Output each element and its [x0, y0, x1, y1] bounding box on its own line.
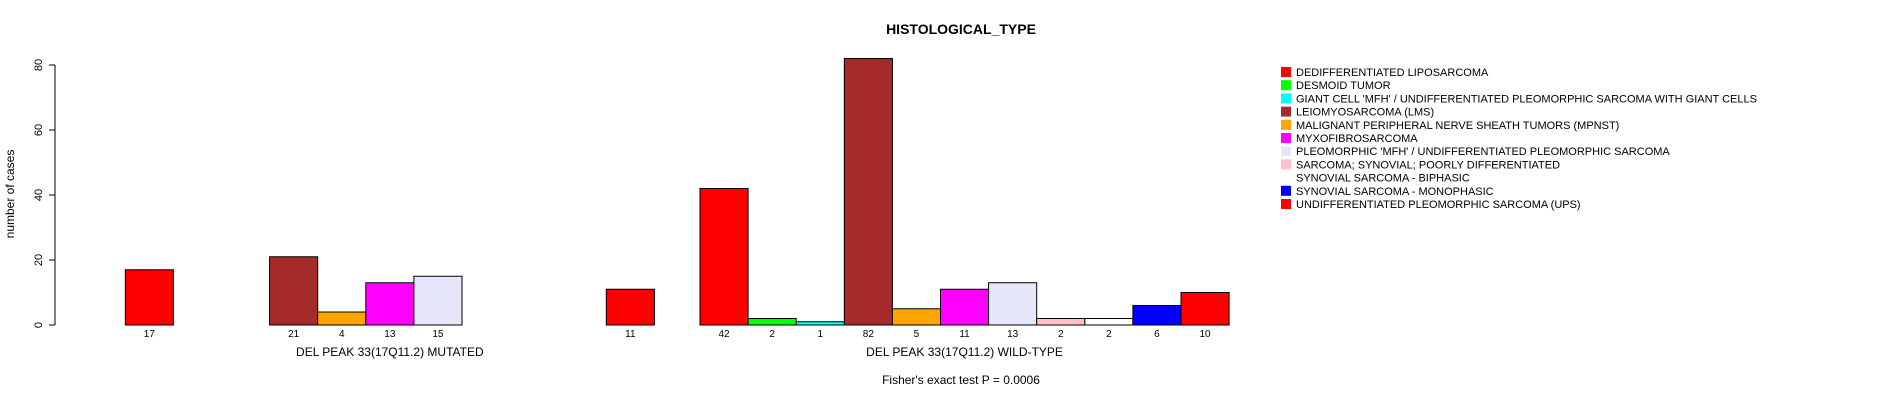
legend-swatch	[1281, 159, 1291, 170]
bar	[891, 308, 942, 326]
group-label: DEL PEAK 33(17Q11.2) WILD-TYPE	[866, 345, 1063, 359]
bar	[124, 269, 174, 326]
legend-label: GIANT CELL 'MFH' / UNDIFFERENTIATED PLEO…	[1296, 93, 1757, 105]
bar-value-label: 5	[914, 329, 920, 340]
bar-value-label: 82	[863, 329, 875, 340]
bar-value-label: 13	[384, 329, 396, 340]
y-tick-label: 60	[33, 124, 45, 136]
legend-label: DEDIFFERENTIATED LIPOSARCOMA	[1296, 67, 1489, 79]
legend-swatch	[1281, 67, 1291, 77]
bar-group: 42 2 1 82 5 11 13 2 2 6 10 DEL PEAK 33(17Q11.2) WIL…	[699, 58, 1230, 359]
y-tick-label: 20	[33, 254, 45, 266]
legend-swatch	[1281, 119, 1291, 130]
legend-label: MALIGNANT PERIPHERAL NERVE SHEATH TUMORS…	[1296, 120, 1619, 132]
bar	[1180, 292, 1230, 326]
legend-swatch	[1281, 199, 1291, 209]
bar-group: 17 21 4 13 15 11 DEL PEAK 33(17Q11.2) MUTATED	[124, 256, 655, 359]
bar	[413, 275, 463, 326]
legend-label: SYNOVIAL SARCOMA - MONOPHASIC	[1296, 186, 1494, 198]
bar-value-label: 42	[718, 329, 730, 340]
legend-swatch	[1281, 93, 1291, 104]
legend-label: SYNOVIAL SARCOMA - BIPHASIC	[1296, 173, 1470, 185]
bar	[747, 318, 797, 326]
chart-title: HISTOLOGICAL_TYPE	[886, 21, 1036, 37]
legend-label: LEIOMYOSARCOMA (LMS)	[1296, 107, 1434, 119]
bar	[1132, 305, 1182, 326]
legend-swatch	[1281, 106, 1291, 117]
y-axis-label: number of cases	[3, 150, 17, 239]
bar	[317, 311, 367, 326]
bar-value-label: 2	[1058, 329, 1064, 340]
legend-swatch	[1280, 172, 1292, 184]
y-tick-label: 40	[33, 189, 45, 201]
legend-label: SARCOMA; SYNOVIAL; POORLY DIFFERENTIATED	[1296, 159, 1560, 171]
bar-value-label: 21	[288, 329, 300, 340]
bar-value-label: 17	[144, 329, 156, 340]
legend-swatch	[1281, 185, 1291, 196]
legend-label: PLEOMORPHIC 'MFH' / UNDIFFERENTIATED PLE…	[1296, 146, 1670, 158]
bar-value-label: 11	[959, 329, 970, 340]
legend-swatch	[1281, 146, 1291, 157]
bar-value-label: 4	[339, 329, 345, 340]
bar	[795, 321, 845, 326]
y-tick-label: 80	[33, 59, 45, 71]
footer-text: Fisher's exact test P = 0.0006	[882, 373, 1040, 387]
bar-value-label: 10	[1199, 329, 1211, 340]
bar-value-label: 2	[1106, 329, 1112, 340]
bar-value-label: 13	[1007, 329, 1019, 340]
legend-label: UNDIFFERENTIATED PLEOMORPHIC SARCOMA (UP…	[1296, 199, 1581, 211]
legend-label: MYXOFIBROSARCOMA	[1296, 133, 1418, 145]
bar	[699, 188, 749, 326]
bar	[269, 256, 319, 326]
bar-value-label: 1	[817, 329, 823, 340]
bar	[365, 282, 415, 326]
legend-label: DESMOID TUMOR	[1296, 80, 1391, 92]
bar-value-label: 2	[769, 329, 775, 340]
bar	[1036, 318, 1086, 326]
legend-swatch	[1281, 133, 1291, 143]
bar-value-label: 11	[625, 329, 636, 340]
bar-value-label: 6	[1154, 329, 1160, 340]
bar	[940, 288, 990, 326]
y-tick-label: 0	[33, 322, 45, 328]
bar-value-label: 15	[432, 329, 444, 340]
bar	[843, 58, 893, 326]
group-label: DEL PEAK 33(17Q11.2) MUTATED	[296, 345, 484, 359]
legend-swatch	[1281, 80, 1291, 91]
bar	[988, 282, 1038, 326]
bar	[1084, 318, 1134, 326]
bar	[605, 288, 655, 326]
